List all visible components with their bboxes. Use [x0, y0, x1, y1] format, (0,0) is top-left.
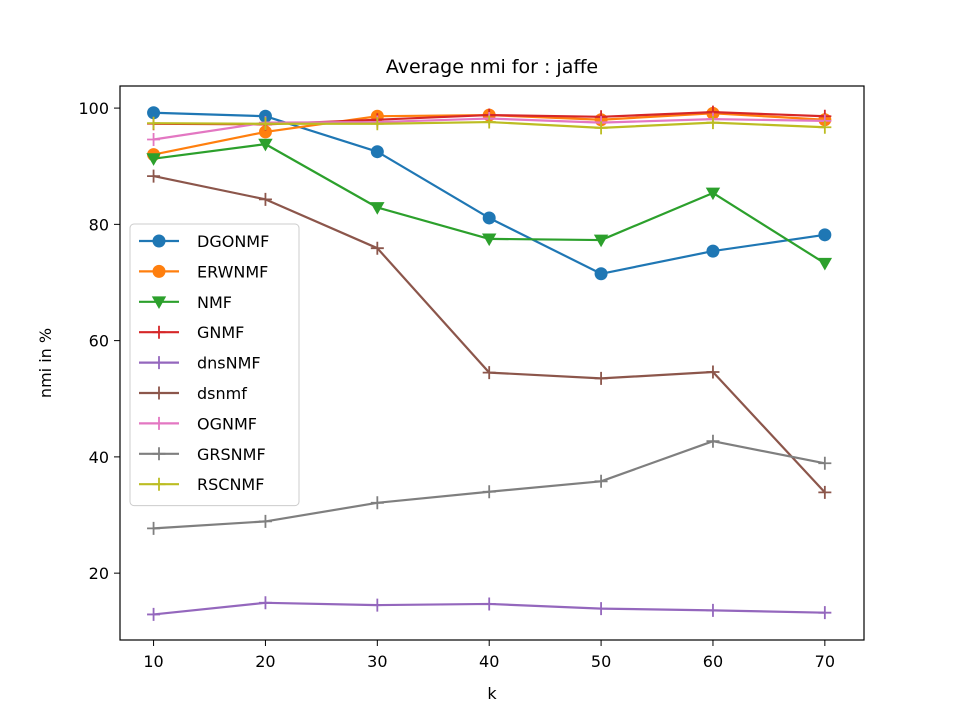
legend-entry-dgonmf: DGONMF — [139, 232, 269, 251]
x-tick-label: 20 — [255, 652, 275, 671]
x-axis-label: k — [487, 684, 497, 703]
data-point-nmf — [593, 234, 609, 248]
legend-entry-rscnmf: RSCNMF — [139, 475, 264, 494]
data-point-grsnmf — [482, 485, 496, 499]
legend-marker — [152, 447, 166, 461]
data-point-nmf — [370, 202, 385, 215]
data-point-grsnmf — [706, 434, 720, 448]
x-tick-label: 40 — [479, 652, 499, 671]
data-point-grsnmf — [258, 514, 272, 528]
y-tick-label: 100 — [78, 99, 109, 118]
legend-label: ERWNMF — [197, 262, 268, 281]
legend-box — [129, 223, 300, 507]
data-point-grsnmf — [147, 521, 161, 535]
legend-entry-dsnmf: dsnmf — [139, 384, 247, 403]
data-point-dgonmf — [482, 211, 496, 225]
data-point-dsnmf — [370, 241, 384, 255]
data-point-grsnmf — [370, 496, 384, 510]
y-tick-label: 40 — [89, 448, 109, 467]
data-point-dnsnmf — [706, 603, 720, 617]
data-point-dgonmf — [594, 267, 608, 281]
data-point-dnsnmf — [258, 596, 272, 610]
data-point-erwnmf — [258, 125, 272, 139]
data-point-nmf — [817, 257, 833, 271]
data-point-dnsnmf — [594, 602, 608, 616]
legend-label: DGONMF — [197, 232, 269, 251]
data-point-ognmf — [147, 132, 161, 146]
series-dnsnmf — [147, 596, 832, 621]
data-point-rscnmf — [818, 120, 832, 134]
data-point-nmf — [705, 187, 721, 201]
data-point-rscnmf — [147, 116, 161, 130]
x-tick-label: 70 — [815, 652, 835, 671]
legend-entry-erwnmf: ERWNMF — [139, 262, 268, 281]
data-point-dgonmf — [706, 244, 720, 258]
legend-label: dnsNMF — [197, 354, 261, 373]
data-point-rscnmf — [594, 121, 608, 135]
data-point-dnsnmf — [147, 607, 161, 621]
data-point-dgonmf — [147, 106, 161, 120]
legend-label: OGNMF — [197, 414, 257, 433]
x-tick-label: 30 — [367, 652, 387, 671]
data-point-dsnmf — [147, 169, 161, 183]
legend-label: GNMF — [197, 323, 244, 342]
series-nmf — [146, 138, 833, 271]
legend-marker — [152, 325, 166, 339]
data-point-rscnmf — [482, 115, 496, 129]
legend-marker — [152, 264, 166, 278]
y-tick-label: 80 — [89, 215, 109, 234]
data-point-rscnmf — [370, 117, 384, 131]
data-point-rscnmf — [258, 117, 272, 131]
legend-label: GRSNMF — [197, 445, 266, 464]
data-point-dnsnmf — [370, 598, 384, 612]
legend-entry-nmf: NMF — [139, 293, 232, 312]
data-point-nmf — [258, 138, 273, 152]
legend-marker — [152, 416, 166, 430]
legend-marker — [152, 477, 166, 491]
x-axis: 10 20 30 40 50 60 70 — [143, 640, 835, 671]
legend-entry-grsnmf: GRSNMF — [139, 445, 266, 464]
legend-label: dsnmf — [197, 384, 247, 403]
data-point-nmf — [146, 153, 161, 166]
series-rscnmf — [147, 115, 832, 135]
series-layer — [146, 105, 833, 621]
data-point-dgonmf — [818, 228, 832, 242]
x-tick-label: 10 — [143, 652, 163, 671]
legend-entry-ognmf: OGNMF — [139, 414, 257, 433]
chart-title: Average nmi for : jaffe — [386, 56, 598, 78]
legend-marker — [152, 386, 166, 400]
legend-label: RSCNMF — [197, 475, 264, 494]
legend: DGONMF ERWNMF NMF GNMF dnsNMF dsnmf OGNMF GRSNM… — [129, 223, 300, 507]
series-dsnmf — [147, 169, 832, 499]
y-axis: 20 40 60 80 100 — [78, 99, 120, 583]
data-point-dsnmf — [258, 192, 272, 206]
data-point-grsnmf — [818, 456, 832, 470]
data-point-dnsnmf — [482, 597, 496, 611]
series-grsnmf — [147, 434, 832, 535]
data-point-dnsnmf — [818, 606, 832, 620]
legend-marker — [151, 296, 167, 309]
legend-label: NMF — [197, 293, 232, 312]
data-point-dsnmf — [706, 365, 720, 379]
x-tick-label: 60 — [703, 652, 723, 671]
data-point-dsnmf — [594, 371, 608, 385]
data-point-grsnmf — [594, 474, 608, 488]
data-point-dsnmf — [818, 485, 832, 499]
plot-frame — [119, 85, 865, 641]
legend-entry-dnsnmf: dnsNMF — [139, 354, 261, 373]
data-point-nmf — [482, 233, 497, 247]
data-point-dsnmf — [482, 366, 496, 380]
legend-marker — [152, 356, 166, 370]
data-point-rscnmf — [706, 116, 720, 130]
y-axis-label: nmi in % — [36, 328, 55, 398]
y-tick-label: 20 — [89, 564, 109, 583]
x-tick-label: 50 — [591, 652, 611, 671]
legend-marker — [152, 234, 166, 248]
legend-entry-gnmf: GNMF — [139, 323, 244, 342]
data-point-dgonmf — [370, 145, 384, 159]
y-tick-label: 60 — [89, 332, 109, 351]
